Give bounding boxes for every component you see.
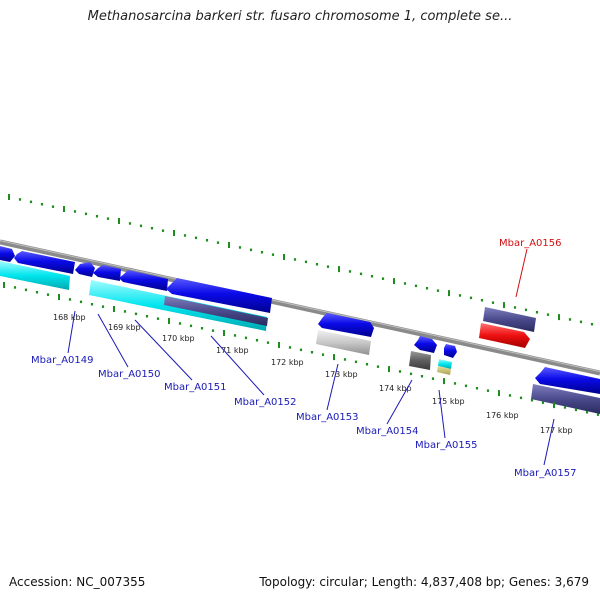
cog-feature[interactable] <box>409 351 431 370</box>
cds-arrow[interactable] <box>93 265 121 281</box>
gene-leader <box>210 335 265 396</box>
accession-text: Accession: NC_007355 <box>9 575 146 589</box>
gene-leader <box>67 310 76 354</box>
gene-label-mbar-a0150[interactable]: Mbar_A0150 <box>98 369 161 380</box>
cds-arrow[interactable] <box>444 344 457 358</box>
scale-label: 176 kbp <box>486 411 519 420</box>
gene-label-mbar-a0154[interactable]: Mbar_A0154 <box>356 426 419 437</box>
cds-arrow[interactable] <box>0 246 15 262</box>
genome-summary-text: Topology: circular; Length: 4,837,408 bp… <box>259 575 589 589</box>
rna-feature[interactable] <box>0 261 70 290</box>
backbone-line <box>0 239 600 376</box>
scale-label: 174 kbp <box>379 384 412 393</box>
cds-arrow[interactable] <box>75 262 95 277</box>
cog-feature[interactable] <box>479 323 530 348</box>
cog-feature[interactable] <box>164 296 268 326</box>
gene-label-mbar-a0151[interactable]: Mbar_A0151 <box>164 382 227 393</box>
scale-label: 173 kbp <box>325 370 358 379</box>
cog-feature[interactable] <box>316 330 371 355</box>
gene-labels: Mbar_A0149 Mbar_A0150 Mbar_A0151 Mbar_A0… <box>31 238 577 479</box>
cds-arrow[interactable] <box>14 251 75 274</box>
gene-leader <box>438 389 446 439</box>
gene-leader <box>326 363 339 411</box>
upper-tick-track <box>8 194 594 326</box>
forward-cds-track <box>0 246 600 394</box>
cog-feature[interactable] <box>437 366 451 375</box>
cds-arrow[interactable] <box>414 336 437 353</box>
gene-label-mbar-a0152[interactable]: Mbar_A0152 <box>234 397 297 408</box>
gene-leader <box>386 379 413 425</box>
cds-arrow[interactable] <box>166 278 272 313</box>
gene-leader <box>97 313 129 368</box>
map-title: Methanosarcina barkeri str. fusaro chrom… <box>87 9 513 24</box>
cog-feature-track <box>164 296 600 414</box>
cog-feature[interactable] <box>483 307 536 332</box>
cds-arrow[interactable] <box>535 367 600 394</box>
rna-feature[interactable] <box>438 359 452 369</box>
gene-leader <box>515 248 528 298</box>
backbone-highlight <box>0 240 600 373</box>
scale-label: 168 kbp <box>53 313 86 322</box>
gene-leader-lines <box>67 248 555 466</box>
gene-label-mbar-a0153[interactable]: Mbar_A0153 <box>296 412 359 423</box>
gene-label-mbar-a0155[interactable]: Mbar_A0155 <box>415 440 478 451</box>
scale-label: 171 kbp <box>216 346 249 355</box>
lower-tick-track <box>3 282 600 416</box>
gene-label-mbar-a0157[interactable]: Mbar_A0157 <box>514 468 577 479</box>
cds-arrow[interactable] <box>119 270 168 291</box>
scale-label: 177 kbp <box>540 426 573 435</box>
scale-labels: 168 kbp 169 kbp 170 kbp 171 kbp 172 kbp … <box>53 313 573 435</box>
gene-label-mbar-a0149[interactable]: Mbar_A0149 <box>31 355 94 366</box>
gene-leader <box>134 319 193 381</box>
scale-label: 172 kbp <box>271 358 304 367</box>
cog-feature[interactable] <box>531 384 600 414</box>
scale-label: 175 kbp <box>432 397 465 406</box>
cds-arrow[interactable] <box>318 313 374 337</box>
scale-label: 169 kbp <box>108 323 141 332</box>
gene-leader <box>543 418 555 466</box>
gene-label-mbar-a0156[interactable]: Mbar_A0156 <box>499 238 562 249</box>
scale-label: 170 kbp <box>162 334 195 343</box>
